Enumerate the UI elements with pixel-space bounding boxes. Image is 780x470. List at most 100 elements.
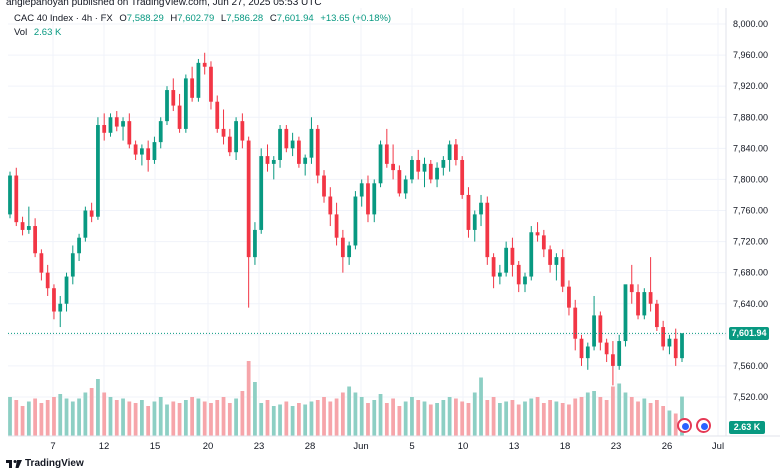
volume-bar bbox=[303, 404, 308, 436]
candle-body bbox=[108, 117, 113, 133]
volume-bar bbox=[680, 396, 684, 436]
volume-bar bbox=[140, 400, 144, 436]
candle-body bbox=[585, 346, 590, 359]
volume-bar bbox=[190, 397, 195, 436]
volume-legend: Vol 2.63 K bbox=[14, 27, 61, 38]
candle-body bbox=[334, 214, 339, 238]
candle-body bbox=[146, 148, 151, 160]
symbol-label[interactable]: CAC 40 Index · 4h · FX bbox=[14, 13, 113, 24]
candle-body bbox=[303, 157, 308, 164]
price-tick-label: 7,920.00 bbox=[733, 81, 768, 91]
candle-body bbox=[516, 264, 521, 285]
volume-bar bbox=[165, 404, 169, 436]
candle-body bbox=[629, 284, 634, 293]
candle-body bbox=[353, 196, 358, 246]
candle-body bbox=[77, 237, 81, 254]
candle-body bbox=[560, 257, 565, 287]
tradingview-logo-icon bbox=[6, 459, 22, 468]
volume-bar bbox=[278, 404, 282, 436]
candle-body bbox=[246, 140, 251, 258]
volume-bar bbox=[661, 406, 666, 436]
volume-bar bbox=[121, 398, 125, 436]
volume-bar bbox=[14, 400, 19, 436]
candle-body bbox=[290, 140, 295, 149]
volume-bar bbox=[447, 397, 452, 436]
candle-body bbox=[366, 183, 370, 215]
candle-body bbox=[416, 159, 421, 172]
flag-icon bbox=[700, 422, 709, 431]
candle-body bbox=[598, 315, 603, 343]
candle-body bbox=[347, 245, 352, 258]
volume-bar bbox=[410, 397, 414, 436]
candle-body bbox=[121, 121, 125, 127]
publisher-line: anglepanoyan published on TradingView.co… bbox=[6, 0, 322, 8]
volume-bar bbox=[221, 397, 226, 436]
volume-bar bbox=[290, 406, 295, 436]
volume-bar bbox=[114, 400, 119, 436]
volume-bar bbox=[127, 401, 132, 436]
volume-bar bbox=[253, 382, 257, 436]
candle-body bbox=[535, 232, 540, 236]
volume-bar bbox=[472, 392, 477, 436]
volume-bar bbox=[52, 397, 56, 436]
volume-bar bbox=[485, 400, 490, 436]
volume-bar bbox=[560, 403, 565, 436]
candle-body bbox=[33, 226, 38, 254]
volume-bar bbox=[479, 377, 483, 436]
volume-bar bbox=[428, 404, 433, 436]
candle-body bbox=[64, 276, 69, 304]
candle-body bbox=[579, 338, 584, 359]
event-badge-icon[interactable] bbox=[677, 418, 692, 433]
candle-body bbox=[592, 315, 596, 347]
open-value: 7,588.29 bbox=[126, 13, 164, 24]
candle-body bbox=[315, 128, 320, 176]
candle-body bbox=[617, 341, 622, 366]
candle-body bbox=[611, 354, 615, 366]
candle-body bbox=[403, 179, 408, 194]
volume-bar bbox=[83, 392, 88, 436]
volume-bar bbox=[227, 403, 232, 436]
volume-bar bbox=[334, 398, 339, 436]
volume-bar bbox=[535, 397, 540, 436]
close-value: 7,601.94 bbox=[276, 13, 314, 24]
tradingview-logo: TradingView bbox=[6, 458, 84, 469]
volume-bar bbox=[177, 403, 182, 436]
time-tick-label: Jul bbox=[712, 441, 724, 452]
candle-body bbox=[271, 159, 276, 164]
volume-bar bbox=[378, 394, 383, 436]
volume-bar bbox=[422, 401, 427, 436]
volume-bar bbox=[629, 397, 634, 436]
last-volume-tag: 2.63 K bbox=[729, 421, 765, 434]
candle-body bbox=[661, 327, 666, 347]
volume-bar bbox=[89, 388, 94, 436]
candle-body bbox=[152, 142, 157, 160]
volume-bar bbox=[246, 361, 251, 436]
candle-body bbox=[636, 292, 640, 316]
volume-bar bbox=[592, 391, 596, 436]
event-badge-icon[interactable] bbox=[696, 418, 711, 433]
candle-body bbox=[504, 247, 509, 273]
volume-bar bbox=[340, 392, 345, 436]
candlesticks bbox=[8, 52, 684, 386]
candle-body bbox=[441, 159, 446, 168]
volume-bar bbox=[271, 406, 276, 436]
time-tick-label: 5 bbox=[409, 441, 414, 452]
time-tick-label: 28 bbox=[305, 441, 316, 452]
volume-bar bbox=[215, 400, 220, 436]
volume-bar bbox=[673, 413, 678, 436]
grid-lines bbox=[8, 8, 726, 436]
volume-bar bbox=[504, 401, 509, 436]
volume-bar bbox=[108, 397, 113, 436]
volume-bar bbox=[384, 403, 389, 436]
volume-bar bbox=[611, 386, 615, 436]
volume-bar bbox=[598, 397, 603, 436]
price-tick-label: 7,560.00 bbox=[733, 361, 768, 371]
candle-body bbox=[328, 196, 333, 215]
volume-bar bbox=[265, 400, 270, 436]
candle-body bbox=[472, 214, 477, 230]
volume-bar bbox=[359, 397, 364, 436]
candle-body bbox=[673, 338, 678, 359]
time-tick-label: 12 bbox=[99, 441, 110, 452]
volume-bar bbox=[297, 403, 301, 436]
